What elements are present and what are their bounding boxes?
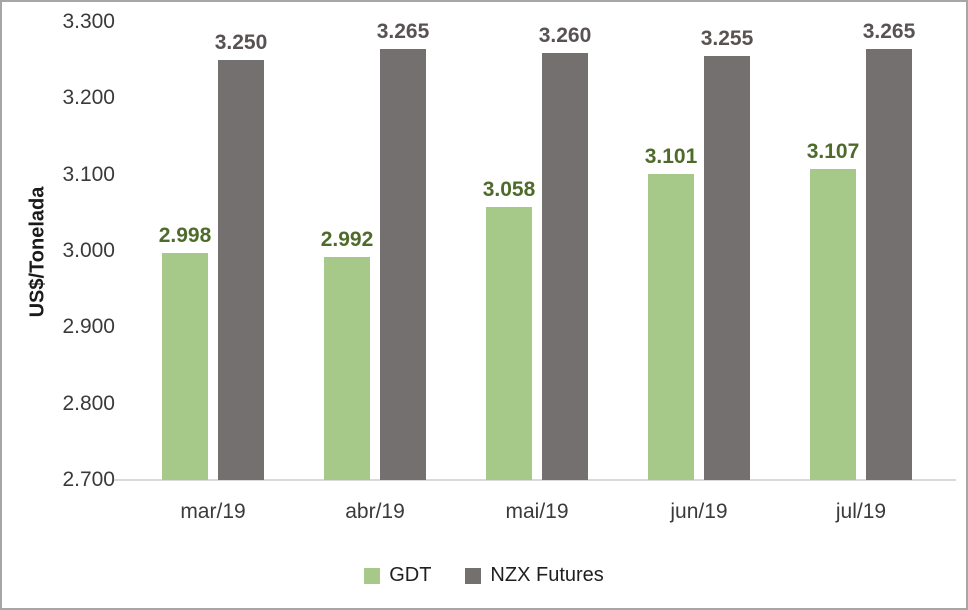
bar-nzx-futures: 3.255 bbox=[701, 27, 753, 480]
bar-value-label: 2.998 bbox=[158, 223, 212, 247]
x-category-label: mar/19 bbox=[180, 500, 246, 523]
bar-group-jun-19: 3.101 3.255 bbox=[618, 22, 780, 480]
y-tick-label: 3.200 bbox=[62, 86, 115, 110]
bar-nzx-futures: 3.265 bbox=[863, 20, 915, 480]
legend-item-nzx-futures: NZX Futures bbox=[465, 564, 604, 587]
bar-gdt: 3.101 bbox=[645, 145, 697, 480]
legend-label: NZX Futures bbox=[490, 564, 604, 586]
y-tick-label: 3.300 bbox=[62, 10, 115, 33]
y-axis-tick-labels: 2.700 2.800 2.900 3.000 3.100 3.200 3.300 bbox=[2, 10, 115, 491]
y-tick-label: 2.900 bbox=[62, 315, 115, 339]
y-tick-label: 3.000 bbox=[62, 239, 115, 262]
x-category-label: jul/19 bbox=[835, 500, 887, 523]
bar-value-label: 2.992 bbox=[320, 228, 374, 252]
bar-gdt: 3.107 bbox=[807, 140, 859, 480]
bar-value-label: 3.265 bbox=[862, 19, 916, 43]
bar-nzx-futures: 3.260 bbox=[539, 24, 591, 480]
x-axis-category-labels: mar/19 abr/19 mai/19 jun/19 jul/19 bbox=[132, 500, 942, 524]
bar-gdt: 2.998 bbox=[159, 224, 211, 480]
bar-value-label: 3.107 bbox=[806, 140, 860, 164]
bar-value-label: 3.255 bbox=[700, 27, 754, 51]
x-category-label: jun/19 bbox=[670, 500, 728, 523]
y-tick-label: 2.800 bbox=[62, 391, 115, 415]
bar-gdt: 2.992 bbox=[321, 228, 373, 480]
bar-gdt: 3.058 bbox=[483, 178, 535, 480]
bar-groups: 2.998 3.250 2.992 3.265 3.058 3.260 3.101 3.255… bbox=[132, 20, 942, 480]
x-category-label: abr/19 bbox=[345, 500, 405, 523]
bar-value-label: 3.101 bbox=[644, 144, 698, 168]
bar-value-label: 3.250 bbox=[214, 31, 268, 55]
bar-nzx-futures: 3.265 bbox=[377, 20, 429, 480]
y-tick-label: 3.100 bbox=[62, 162, 115, 186]
x-axis-line bbox=[114, 479, 956, 481]
bar-group-jul-19: 3.107 3.265 bbox=[780, 20, 942, 480]
bar-group-abr-19: 2.992 3.265 bbox=[294, 20, 456, 480]
bar-group-mar-19: 2.998 3.250 bbox=[132, 22, 294, 480]
bar-nzx-futures: 3.250 bbox=[215, 31, 267, 480]
legend-swatch-icon bbox=[465, 567, 482, 584]
legend-item-gdt: GDT bbox=[364, 564, 431, 587]
bar-value-label: 3.265 bbox=[376, 19, 430, 43]
legend-label: GDT bbox=[389, 564, 432, 586]
legend-swatch-icon bbox=[364, 567, 381, 584]
plot-area: 2.998 3.250 2.992 3.265 3.058 3.260 3.101 3.255… bbox=[114, 20, 956, 481]
bar-value-label: 3.058 bbox=[482, 177, 536, 201]
bar-group-mai-19: 3.058 3.260 bbox=[456, 22, 618, 480]
y-tick-label: 2.700 bbox=[62, 468, 115, 491]
legend: GDT NZX Futures bbox=[2, 564, 966, 587]
x-category-label: mai/19 bbox=[505, 500, 569, 523]
bar-value-label: 3.260 bbox=[538, 23, 592, 47]
